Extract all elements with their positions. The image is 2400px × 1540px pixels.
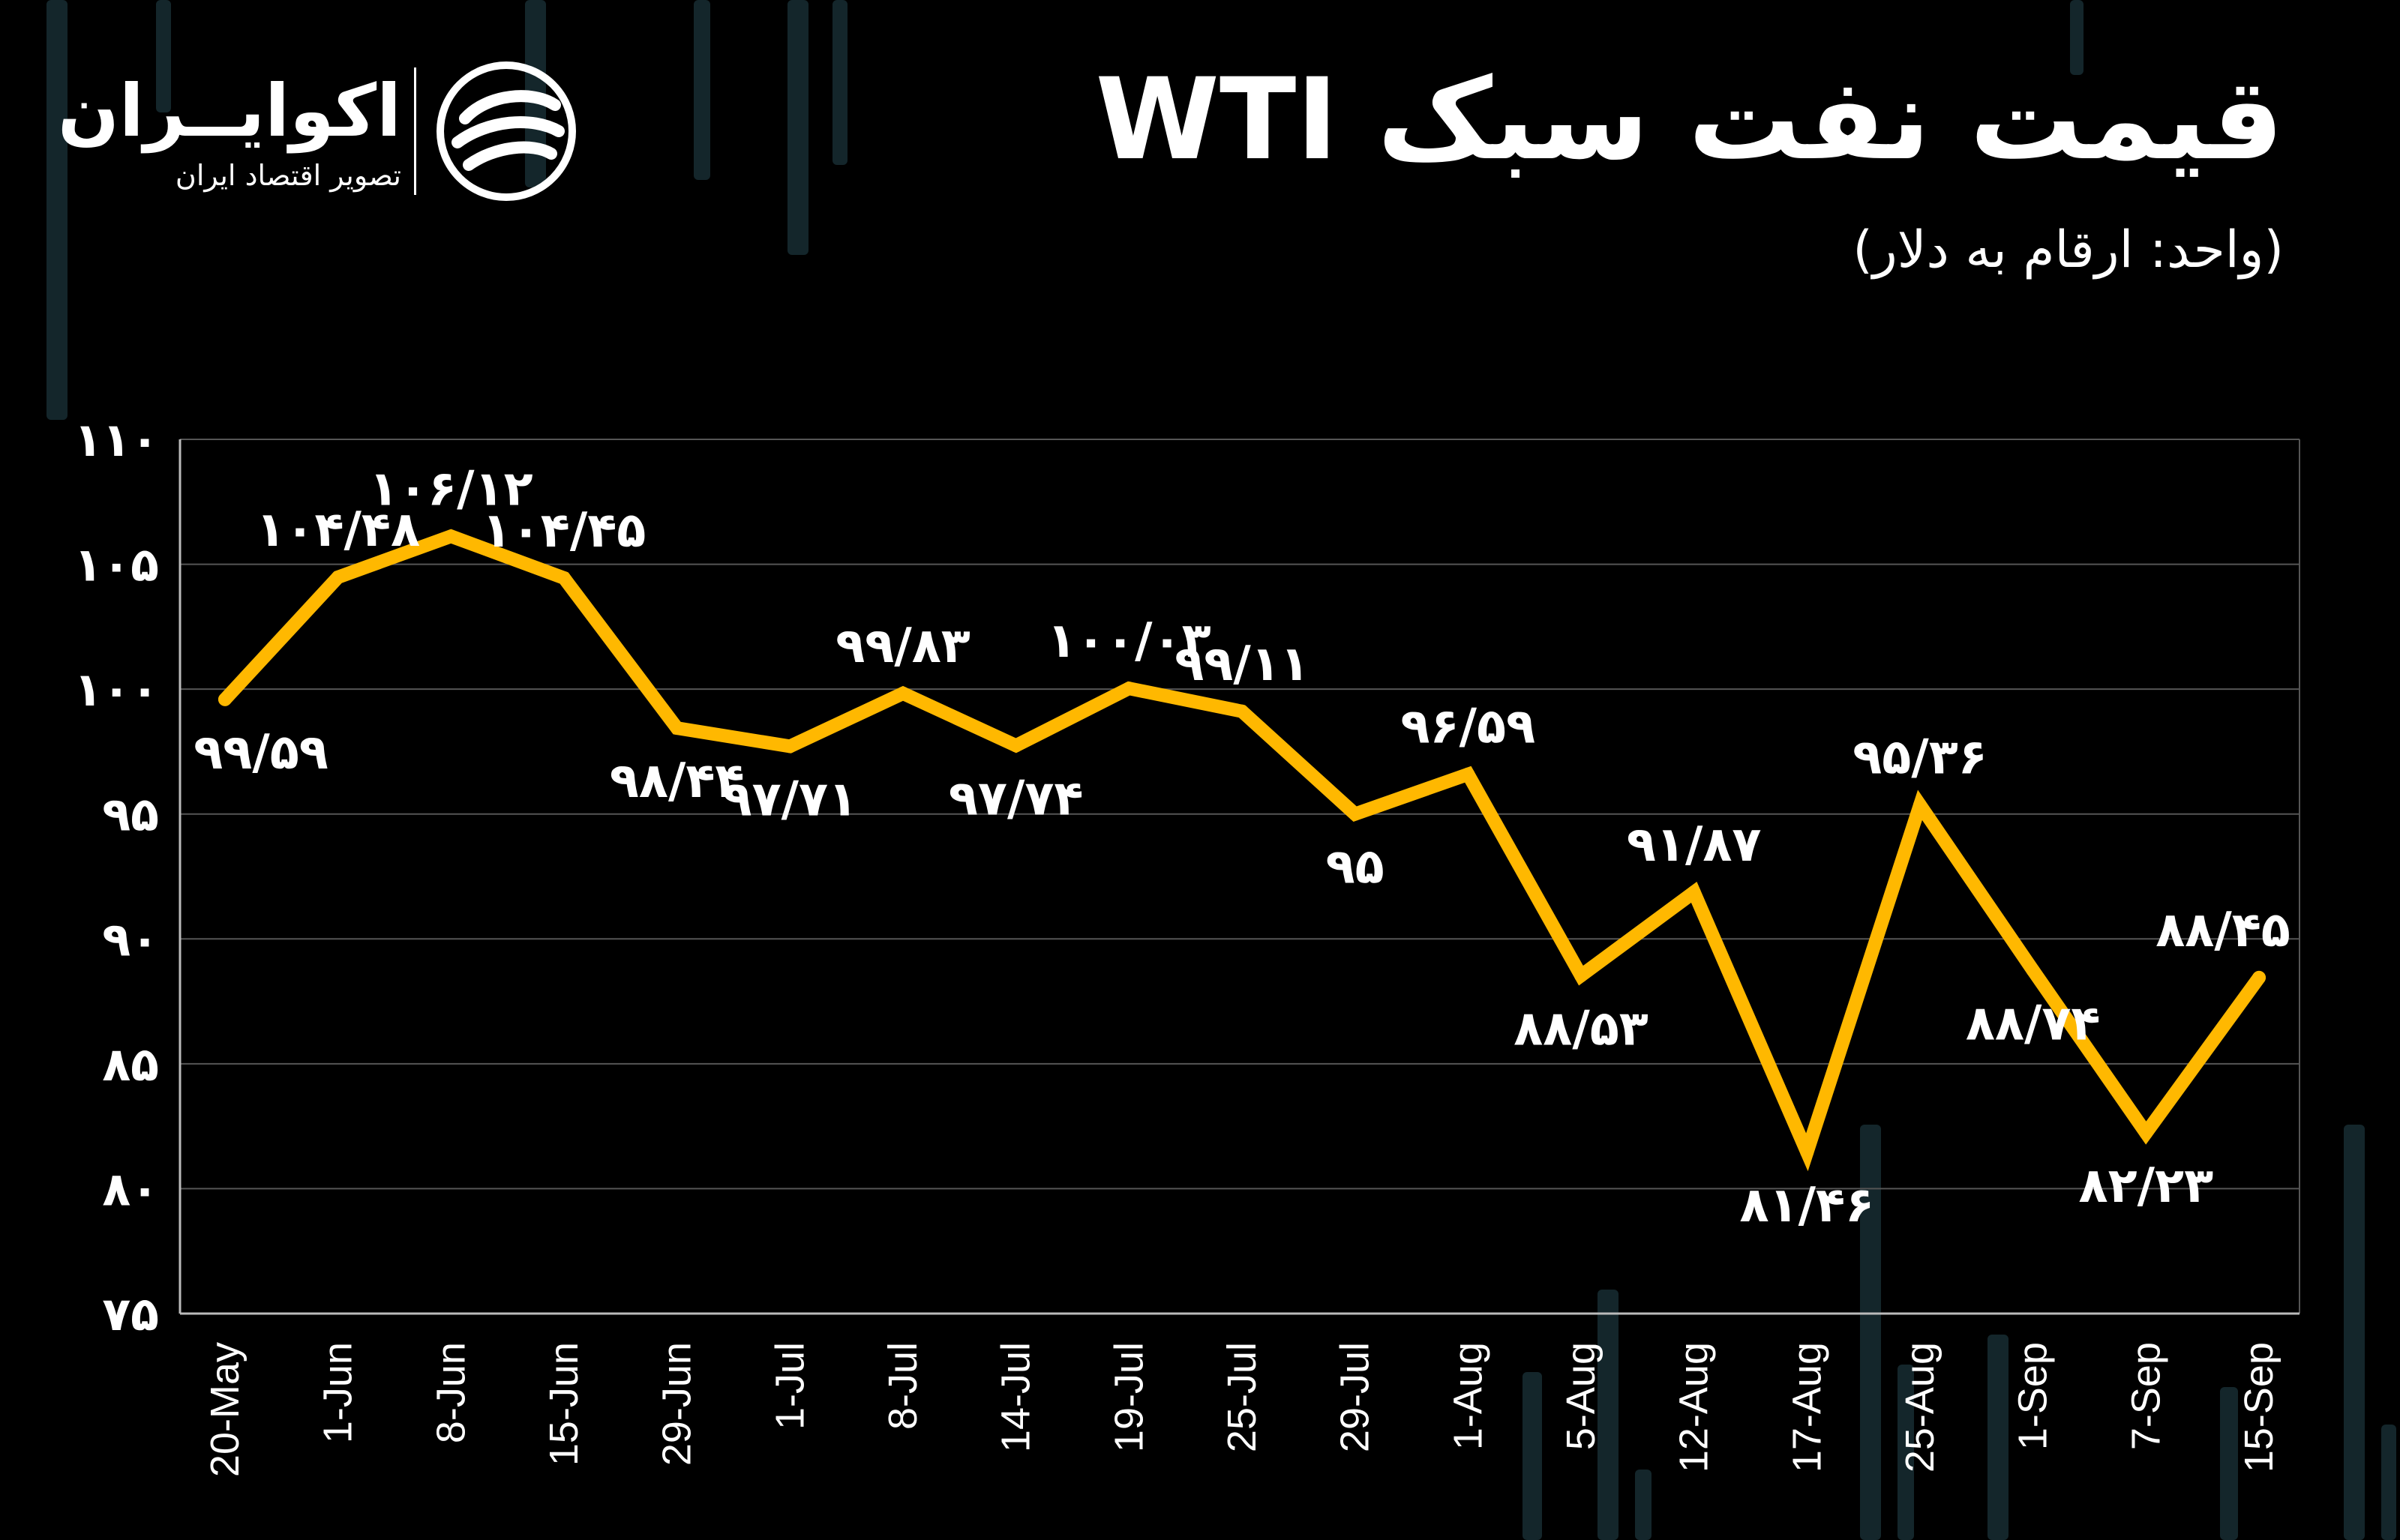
data-label: ۹۵/۳۶ [1852,730,1988,786]
x-tick-label: 14-Jul [994,1342,1039,1452]
data-point [1574,969,1588,983]
x-tick-label: 29-Jun [655,1342,700,1466]
background-candlestick-decoration [46,0,2396,1540]
chart-title: قیمت نفت سبک WTI [1095,55,2284,185]
decor-bar-6 [2070,0,2084,75]
data-point [783,739,797,754]
decor-bar-10 [1860,1125,1881,1540]
data-label: ۸۱/۴۶ [1740,1178,1875,1233]
data-point [1348,807,1362,821]
decor-bar-12 [1988,1335,2008,1540]
y-tick-label: ۹۰ [102,912,159,966]
ecoiran-swirl-icon [436,61,576,201]
decor-bar-3 [694,0,710,180]
x-tick-label: 12-Aug [1672,1342,1717,1473]
x-tick-label: 1-Aug [1445,1342,1490,1450]
x-tick-label: 25-Jul [1220,1342,1264,1452]
decor-bar-1 [156,0,171,112]
data-label: ۸۸/۷۴ [1966,996,2101,1051]
y-tick-label: ۹۵ [102,787,159,842]
y-tick-label: ۱۱۰ [74,412,159,467]
x-tick-label: 17-Aug [1784,1342,1829,1473]
decor-bar-9 [1635,1470,1652,1540]
decor-bar-0 [46,0,68,420]
ecoiran-logo[interactable]: اکوایــران تصویر اقتصاد ایران [57,60,585,202]
data-point [1913,798,1927,812]
data-point [1687,885,1701,899]
data-label: ۱۰۴/۴۸ [256,502,420,558]
x-tick-label: 8-Jun [428,1342,473,1443]
x-tick-label: 1-Jun [316,1342,361,1443]
data-point [670,721,684,736]
logo-name: اکوایــران [57,69,401,153]
x-tick-label: 29-Jul [1333,1342,1378,1452]
data-label: ۹۷/۷۱ [723,771,858,827]
price-line [218,529,2266,1172]
decor-bar-4 [788,0,808,255]
y-tick-label: ۸۰ [102,1161,159,1216]
decor-bar-7 [1522,1372,1542,1540]
data-point [1235,704,1249,718]
data-label: ۹۹/۸۳ [836,619,970,674]
data-point [1461,767,1475,781]
data-label: ۹۸/۴۴ [610,754,745,809]
decor-bar-11 [1898,1365,1914,1540]
data-point [2026,963,2040,978]
logo-divider [414,67,416,195]
price-line-series [218,529,2266,1172]
data-point [557,571,571,585]
data-point [2252,970,2266,984]
y-tick-label: ۱۰۰ [74,662,159,717]
x-tick-label: 15-Jun [542,1342,586,1466]
x-axis-tick-labels: 20-May 1-Jun 8-Jun 15-Jun 29-Jun 1-Jul 8-Jul 14… [202,1342,2282,1477]
x-tick-label: 7-Sep [2123,1342,2168,1450]
x-tick-label: 1-Jul [767,1342,812,1430]
decor-bar-14 [2344,1125,2365,1540]
data-label: ۱۰۶/۱۲ [369,461,533,517]
x-tick-label: 8-Jul [880,1342,926,1430]
data-point [2139,1126,2153,1140]
x-tick-label: 25-Aug [1898,1342,1942,1473]
data-point [331,570,345,584]
data-label: ۹۹/۵۹ [194,725,328,780]
x-tick-label: 5-Aug [1558,1342,1604,1450]
y-tick-label: ۸۵ [102,1037,159,1092]
chart-unit-subtitle: (واحد: ارقام به دلار) [1852,220,2284,280]
data-point [1009,739,1023,753]
data-point [896,686,910,700]
x-tick-label: 15-Sep [2236,1342,2282,1473]
decor-bar-5 [832,0,848,165]
data-label: ۹۶/۵۹ [1401,700,1536,755]
data-label: ۹۹/۱۱ [1174,637,1310,692]
grid-lines [180,439,2300,1314]
x-tick-label: 19-Jul [1106,1342,1151,1452]
data-point [218,692,232,706]
data-point [1122,682,1136,696]
data-label: ۸۸/۴۵ [2156,903,2290,958]
data-point [1800,1145,1814,1159]
decor-bar-13 [2220,1387,2238,1540]
data-label: ۹۵ [1326,840,1384,895]
data-point [444,529,458,544]
decor-bar-8 [1598,1290,1618,1540]
data-label: ۱۰۰/۰۳ [1047,613,1211,669]
decor-bar-15 [2381,1425,2396,1540]
y-axis-tick-labels: ۷۵ ۸۰ ۸۵ ۹۰ ۹۵ ۱۰۰ ۱۰۵ ۱۱۰ [74,412,159,1341]
data-label: ۸۸/۵۳ [1514,1001,1648,1056]
data-label: ۱۰۴/۴۵ [482,503,646,559]
x-tick-label: 20-May [202,1342,248,1477]
x-tick-label: 1-Sep [2011,1342,2056,1450]
data-label: ۹۷/۷۴ [949,771,1084,826]
axes [178,439,2300,1315]
data-label: ۸۲/۲۳ [2079,1158,2214,1214]
logo-tagline: تصویر اقتصاد ایران [175,159,401,192]
y-tick-label: ۱۰۵ [74,538,159,592]
data-label: ۹۱/۸۷ [1627,817,1762,873]
y-tick-label: ۷۵ [102,1287,159,1341]
